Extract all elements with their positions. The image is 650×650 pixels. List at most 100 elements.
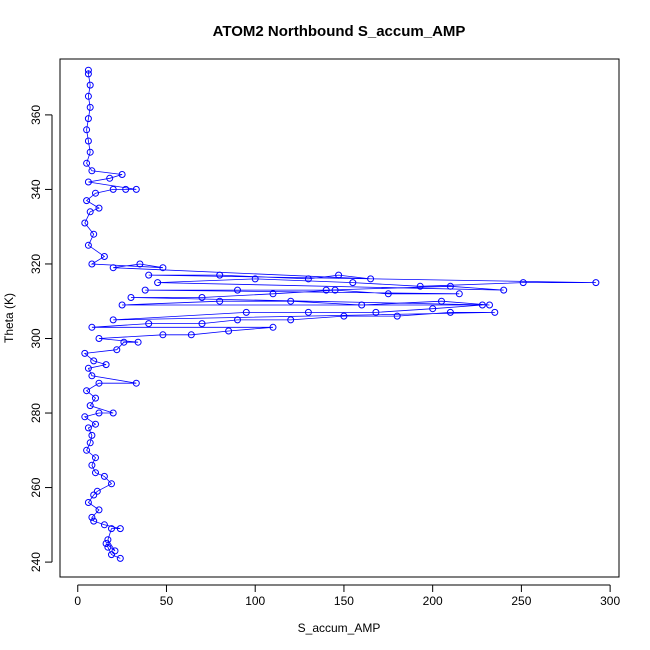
data-point — [519, 279, 527, 287]
data-point — [109, 316, 117, 324]
data-point — [88, 167, 96, 175]
data-point — [84, 66, 92, 74]
data-point — [83, 197, 91, 205]
data-point — [216, 271, 224, 279]
data-point — [90, 491, 98, 499]
data-point — [187, 331, 195, 339]
data-point — [84, 70, 92, 78]
data-point — [86, 439, 94, 447]
data-point — [122, 185, 130, 193]
data-point — [92, 394, 99, 402]
data-point — [109, 264, 117, 272]
data-point — [304, 275, 312, 283]
x-tick-label: 50 — [160, 594, 174, 608]
y-tick-label: 240 — [29, 552, 43, 572]
data-point — [331, 286, 339, 294]
data-point — [132, 379, 140, 387]
data-point — [234, 286, 241, 294]
data-point — [372, 308, 380, 316]
data-point — [349, 279, 357, 287]
data-point — [234, 316, 241, 324]
x-tick-label: 150 — [334, 594, 354, 608]
data-point — [88, 431, 96, 439]
data-point — [81, 219, 89, 227]
data-point — [84, 92, 92, 100]
data-point — [111, 547, 119, 555]
data-point — [84, 499, 92, 506]
data-point — [88, 461, 96, 469]
data-point — [106, 174, 114, 182]
data-point — [108, 551, 115, 559]
x-tick-label: 0 — [74, 594, 81, 608]
data-point — [216, 297, 224, 305]
series-layer — [81, 66, 600, 562]
data-point — [108, 525, 115, 533]
data-point — [116, 525, 124, 533]
data-point — [100, 521, 108, 529]
data-point — [446, 308, 454, 316]
series-line — [83, 70, 596, 559]
data-point — [92, 454, 99, 462]
data-point — [136, 260, 144, 268]
plot-box — [59, 58, 620, 578]
data-point — [500, 286, 508, 294]
y-tick-label: 340 — [29, 179, 43, 199]
data-point — [120, 338, 128, 346]
data-point — [86, 81, 94, 89]
data-point — [93, 487, 101, 495]
x-tick-label: 250 — [511, 594, 531, 608]
data-point — [88, 372, 96, 380]
data-point — [104, 543, 112, 551]
data-point — [322, 286, 330, 294]
data-point — [116, 554, 124, 562]
data-point — [145, 271, 153, 279]
data-point — [100, 253, 108, 260]
data-point — [84, 424, 92, 432]
data-point — [118, 301, 126, 309]
data-point — [491, 308, 499, 316]
data-point — [92, 469, 99, 477]
data-point — [81, 413, 89, 421]
data-point — [127, 294, 135, 301]
data-point — [109, 409, 117, 417]
data-point — [287, 316, 295, 324]
data-point — [438, 297, 445, 305]
data-point — [358, 301, 366, 309]
data-point — [84, 241, 92, 249]
data-point — [81, 349, 89, 357]
x-tick-label: 200 — [423, 594, 443, 608]
data-point — [132, 185, 140, 193]
data-point — [95, 335, 103, 342]
data-point — [367, 275, 375, 283]
data-point — [198, 320, 206, 328]
data-point — [84, 178, 92, 186]
data-point — [225, 327, 233, 335]
data-point — [109, 185, 117, 193]
data-point — [478, 301, 486, 309]
data-point — [102, 361, 110, 369]
data-point — [455, 290, 463, 298]
data-point — [86, 103, 94, 111]
data-point — [159, 331, 167, 339]
data-point — [134, 338, 142, 346]
data-point — [95, 409, 103, 417]
data-point — [154, 279, 162, 287]
data-point — [159, 264, 167, 272]
data-point — [145, 320, 153, 328]
data-point — [251, 275, 259, 283]
data-point — [269, 290, 277, 298]
data-point — [242, 308, 250, 316]
data-point — [335, 271, 343, 279]
data-point — [141, 286, 149, 294]
data-point — [269, 323, 277, 331]
y-axis: 240 260 280 300 320 340 360 — [29, 105, 53, 572]
data-point — [95, 379, 103, 387]
data-point — [104, 536, 112, 544]
data-point — [340, 312, 348, 320]
y-axis-label: Theta (K) — [2, 293, 16, 343]
data-point — [84, 137, 92, 145]
data-point — [88, 323, 96, 331]
x-axis: 0 50 100 150 200 250 300 — [74, 584, 620, 608]
